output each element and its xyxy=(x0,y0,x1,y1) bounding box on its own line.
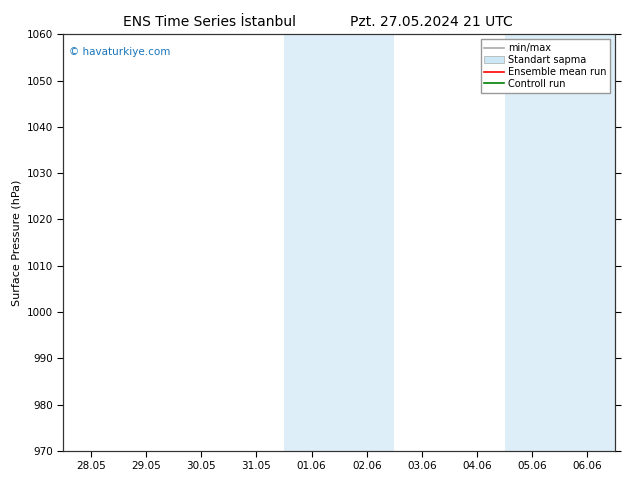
Y-axis label: Surface Pressure (hPa): Surface Pressure (hPa) xyxy=(11,179,21,306)
Bar xyxy=(505,34,615,451)
Text: © havaturkiye.com: © havaturkiye.com xyxy=(69,47,171,57)
Text: ENS Time Series İstanbul: ENS Time Series İstanbul xyxy=(123,15,295,29)
Text: Pzt. 27.05.2024 21 UTC: Pzt. 27.05.2024 21 UTC xyxy=(350,15,512,29)
Legend: min/max, Standart sapma, Ensemble mean run, Controll run: min/max, Standart sapma, Ensemble mean r… xyxy=(481,39,610,93)
Bar xyxy=(284,34,394,451)
